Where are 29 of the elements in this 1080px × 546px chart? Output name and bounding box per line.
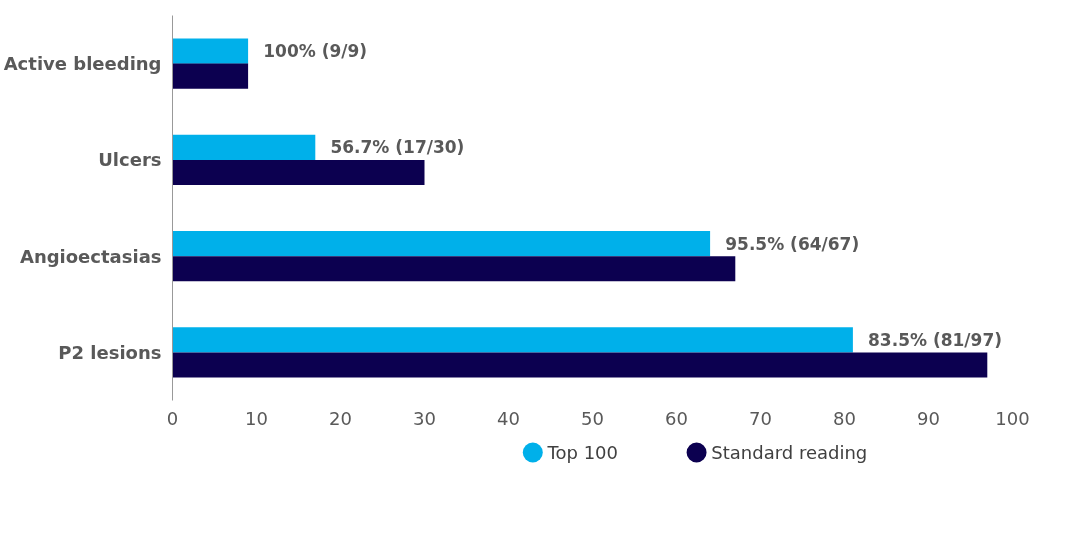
data-label: 100% (9/9) <box>263 41 368 62</box>
x-tick-label: 90 <box>917 407 940 429</box>
x-tick-label: 40 <box>497 407 520 429</box>
data-label: 83.5% (81/97) <box>868 329 1002 350</box>
data-label: 95.5% (64/67) <box>725 233 860 254</box>
x-tick-label: 0 <box>166 407 179 429</box>
data-label: 56.7% (17/30) <box>330 137 465 158</box>
y-tick-label: P2 lesions <box>58 341 162 363</box>
x-tick-label: 50 <box>581 407 604 429</box>
y-tick-label: Ulcers <box>98 149 162 171</box>
y-tick-label: Active bleeding <box>3 53 162 75</box>
bar <box>172 327 853 353</box>
legend-label: Standard reading <box>711 442 868 463</box>
x-tick-label: 70 <box>749 407 772 429</box>
bar <box>172 256 736 282</box>
bar <box>172 134 316 160</box>
x-tick-label: 20 <box>329 407 352 429</box>
legend-label: Top 100 <box>546 442 618 463</box>
y-tick-label: Angioectasias <box>19 245 162 267</box>
x-tick-label: 80 <box>833 407 856 429</box>
x-tick-label: 10 <box>245 407 268 429</box>
bar <box>172 231 711 257</box>
x-tick-label: 30 <box>413 407 436 429</box>
x-tick-label: 60 <box>665 407 688 429</box>
x-tick-label: 100 <box>995 407 1030 429</box>
bar <box>172 38 249 64</box>
bar <box>172 159 425 185</box>
bar <box>172 63 249 89</box>
bar <box>172 352 988 378</box>
